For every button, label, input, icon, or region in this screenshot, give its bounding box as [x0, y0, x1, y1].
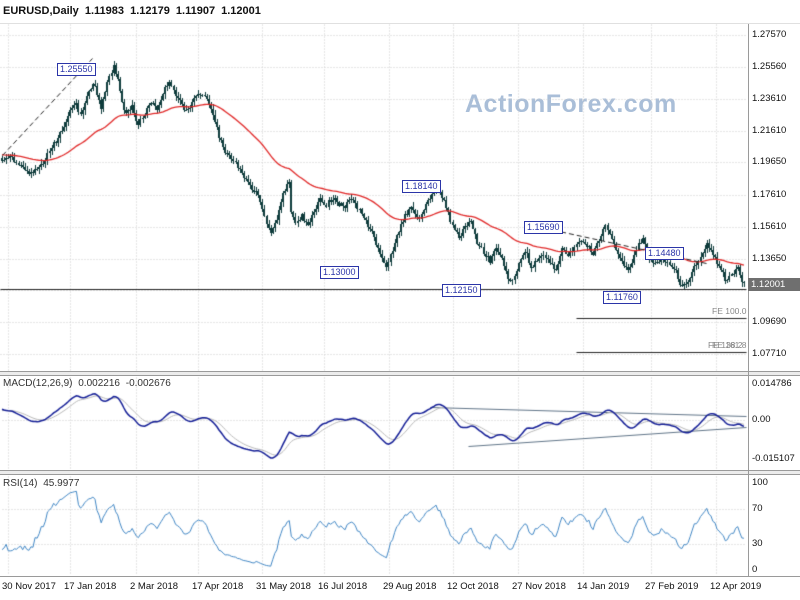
date-axis-label: 12 Oct 2018: [447, 581, 499, 592]
date-axis-label: 31 May 2018: [256, 581, 311, 592]
macd-name: MACD(12,26,9): [3, 378, 73, 389]
rsi-name: RSI(14): [3, 478, 38, 489]
rsi-axis-label: 0: [752, 564, 758, 575]
price-axis-label: 1.15610: [752, 221, 787, 233]
date-axis-label: 16 Jul 2018: [318, 581, 368, 592]
macd-value-signal: -0.002676: [125, 378, 171, 389]
price-axis-label: 1.07710: [752, 348, 787, 359]
rsi-axis-label: 100: [752, 477, 768, 488]
fib-extension-label: FE 138.2: [708, 340, 743, 351]
ohlc-close: 1.12001: [221, 5, 261, 17]
symbol-timeframe-label: EURUSD,Daily: [3, 5, 79, 17]
price-axis-label: 1.21610: [752, 124, 787, 136]
rsi-axis-label: 30: [752, 537, 763, 549]
price-axis-label: 1.23610: [752, 92, 787, 104]
date-axis-label: 14 Jan 2019: [577, 581, 630, 592]
price-axis-divider: [748, 24, 749, 577]
price-axis-label: 1.09690: [752, 316, 787, 328]
rsi-axis-label: 70: [752, 503, 763, 515]
ohlc-low: 1.11907: [175, 5, 216, 17]
price-callout-label[interactable]: 1.14480: [645, 247, 684, 260]
price-axis-label: 1.25560: [752, 61, 787, 73]
date-axis-label: 29 Aug 2018: [383, 581, 437, 592]
price-axis-label: 1.27570: [752, 29, 787, 40]
date-axis-label: 30 Nov 2017: [2, 581, 56, 592]
ohlc-high: 1.12179: [130, 5, 170, 17]
price-callout-label[interactable]: 1.25550: [57, 63, 96, 76]
price-axis-label: 1.17610: [752, 188, 787, 200]
macd-indicator-label: MACD(12,26,9) 0.002216 -0.002676: [3, 378, 174, 389]
price-axis-label: 1.13650: [752, 252, 787, 264]
rsi-value: 45.9977: [43, 478, 80, 489]
rsi-indicator-label: RSI(14) 45.9977: [3, 478, 82, 489]
macd-axis-label: 0.014786: [752, 378, 792, 389]
panel-separator-rsi[interactable]: [0, 470, 800, 475]
price-callout-label[interactable]: 1.11760: [603, 291, 641, 304]
date-axis-label: 17 Jan 2018: [64, 581, 117, 592]
price-callout-label[interactable]: 1.13000: [320, 266, 359, 279]
date-axis-divider: [0, 576, 800, 577]
date-axis-label: 27 Feb 2019: [645, 581, 699, 592]
ohlc-open: 1.11983: [84, 5, 125, 17]
header-divider: [0, 23, 800, 24]
fib-extension-label: FE 161.8: [712, 340, 747, 351]
current-price-tag: 1.12001: [748, 278, 800, 292]
macd-axis-label: 0.00: [752, 414, 771, 425]
price-callout-label[interactable]: 1.18140: [402, 180, 441, 193]
price-callout-label[interactable]: 1.12150: [442, 284, 481, 297]
price-axis-label: 1.19650: [752, 156, 787, 168]
macd-value-main: 0.002216: [78, 378, 120, 389]
date-axis-label: 27 Nov 2018: [512, 581, 566, 592]
price-callout-label[interactable]: 1.15690: [524, 221, 563, 234]
fib-extension-label: FE 100.0: [712, 306, 747, 317]
panel-separator-macd[interactable]: [0, 371, 800, 376]
date-axis-label: 12 Apr 2019: [710, 581, 762, 592]
date-axis-label: 2 Mar 2018: [130, 581, 179, 592]
macd-axis-label: -0.015107: [752, 453, 795, 464]
date-axis-label: 17 Apr 2018: [192, 581, 244, 592]
chart-header: EURUSD,Daily 1.11983 1.12179 1.11907 1.1…: [3, 5, 264, 17]
